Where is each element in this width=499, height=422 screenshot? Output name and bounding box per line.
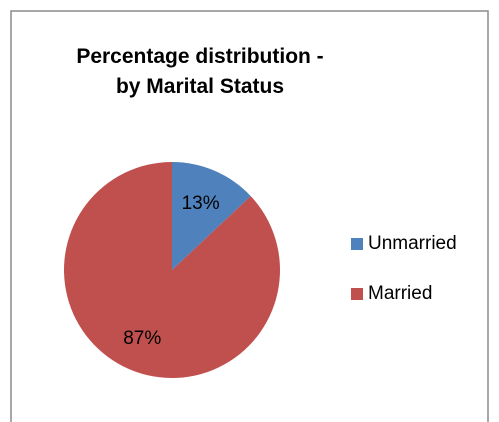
legend-swatch [351, 288, 363, 300]
data-label: 87% [123, 328, 161, 349]
legend-label: Married [368, 283, 432, 304]
chart-frame [10, 10, 489, 422]
legend-label: Unmarried [368, 233, 457, 254]
legend-swatch [351, 238, 363, 250]
chart-title: Percentage distribution - by Marital Sta… [76, 45, 324, 98]
data-label: 13% [182, 193, 220, 214]
pie-slice [63, 162, 280, 379]
pie-slice [172, 162, 251, 270]
